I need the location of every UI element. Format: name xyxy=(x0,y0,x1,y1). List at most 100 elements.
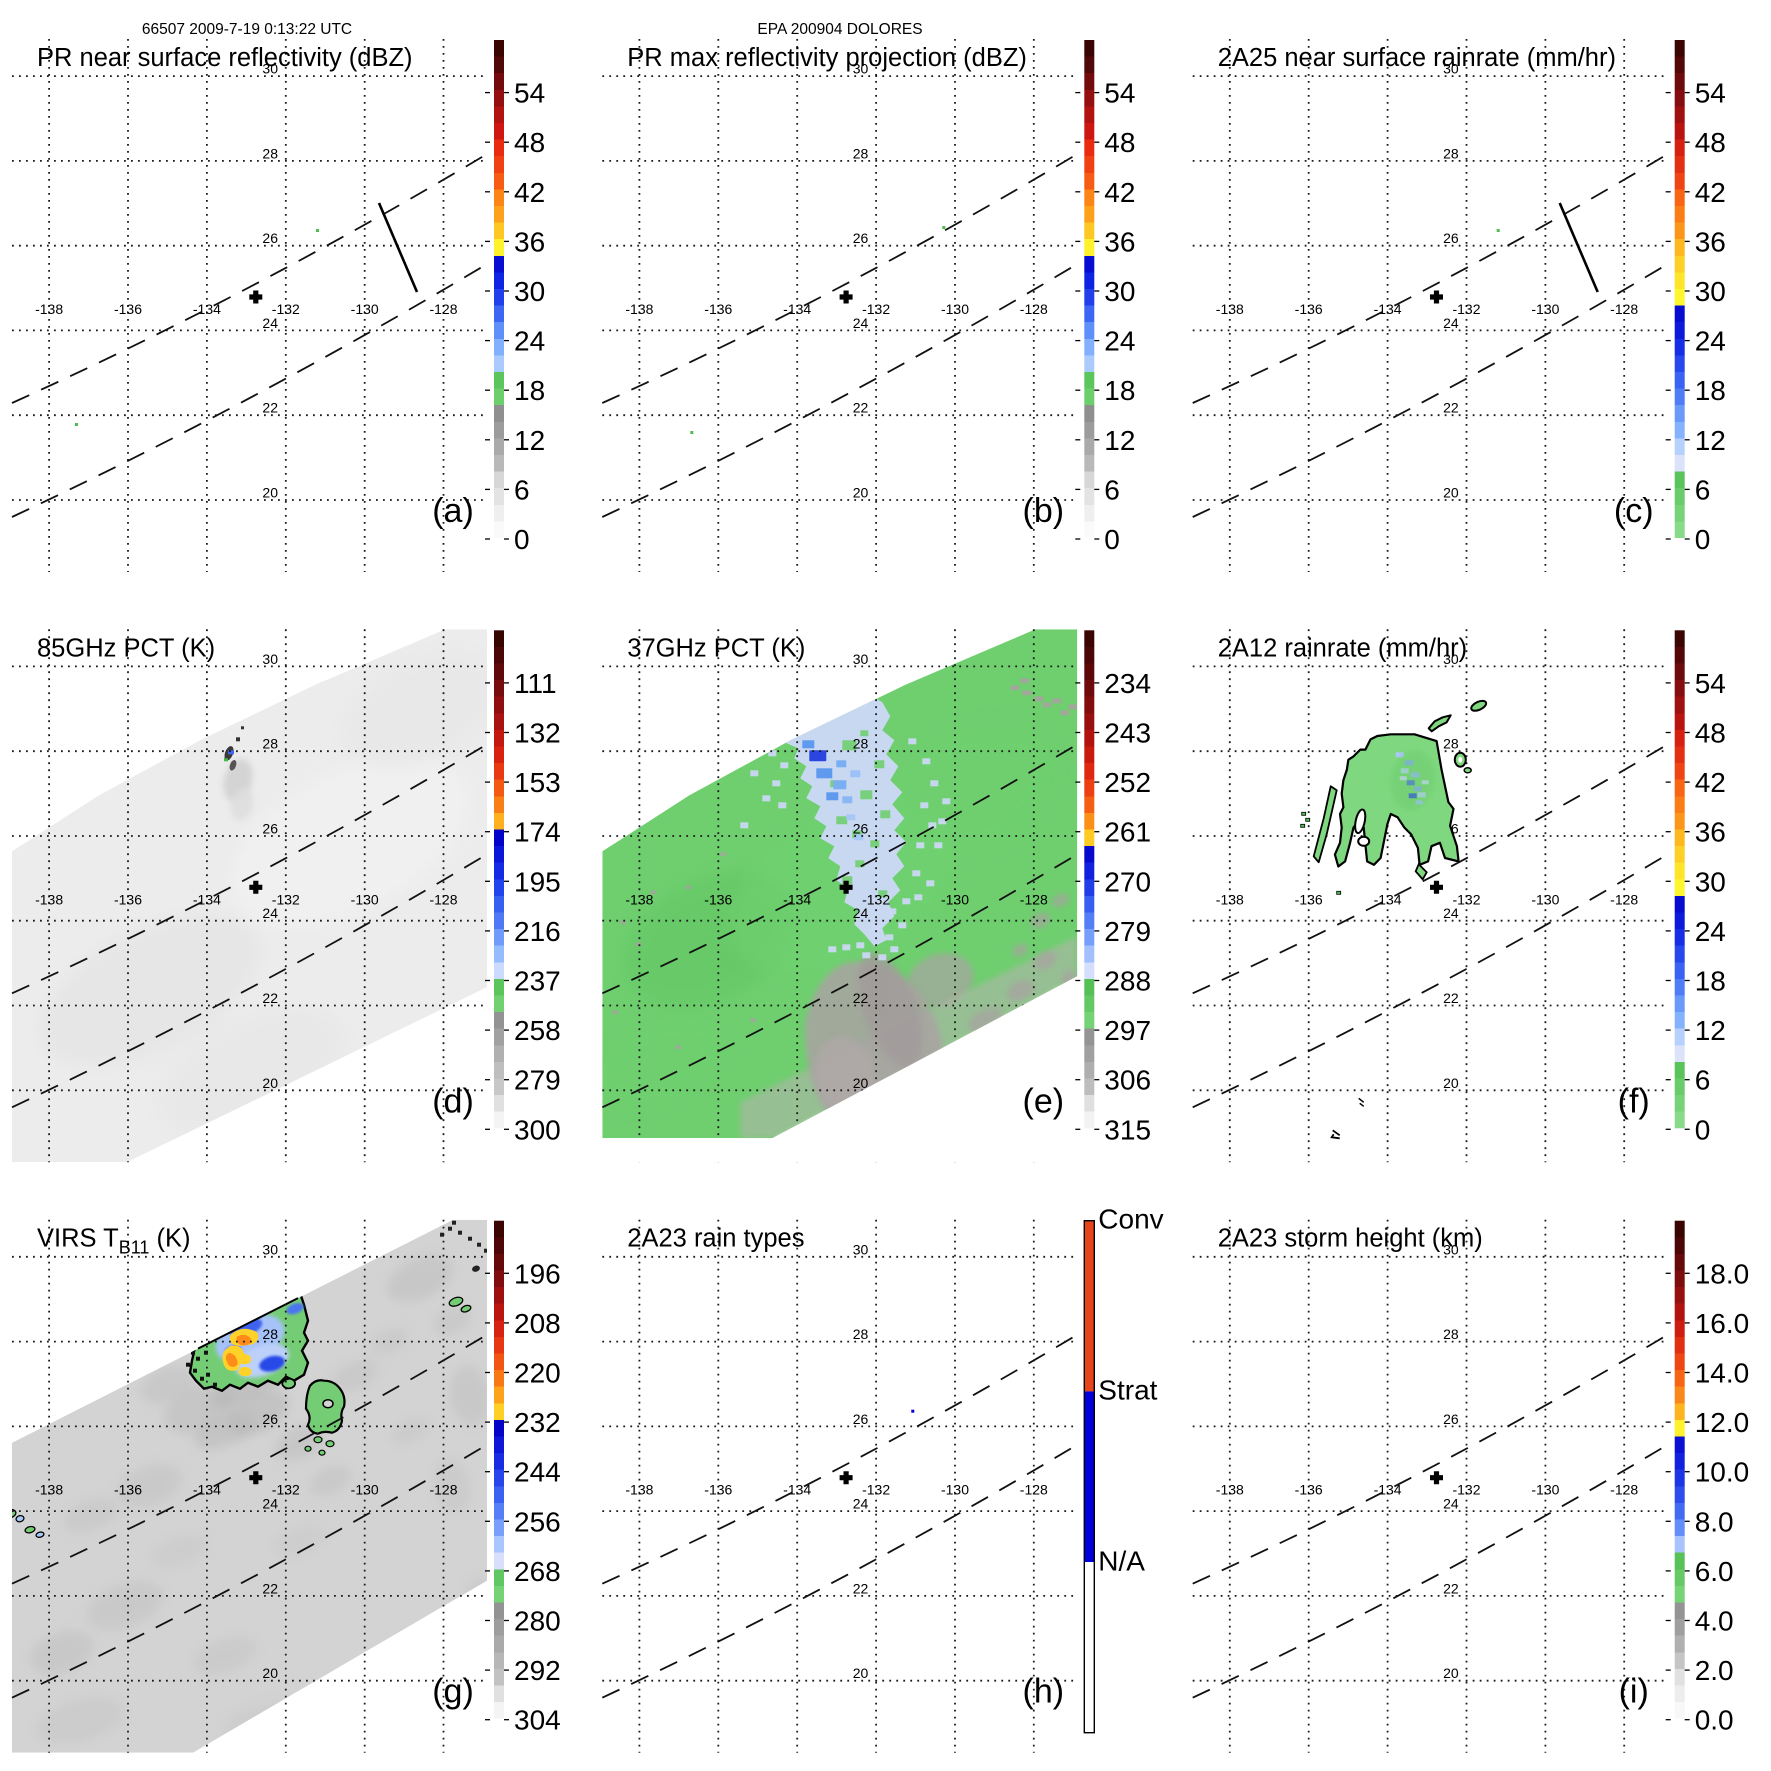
svg-text:258: 258 xyxy=(514,1015,561,1046)
svg-text:42: 42 xyxy=(1104,177,1135,208)
svg-text:(f): (f) xyxy=(1618,1082,1650,1120)
svg-text:24: 24 xyxy=(1695,916,1726,947)
svg-text:66507 2009-7-19 0:13:22 UTC: 66507 2009-7-19 0:13:22 UTC xyxy=(142,21,352,38)
svg-text:54: 54 xyxy=(514,78,545,109)
svg-text:6: 6 xyxy=(1695,474,1711,505)
svg-text:0: 0 xyxy=(1104,524,1120,555)
svg-text:2A25 near surface rainrate (mm: 2A25 near surface rainrate (mm/hr) xyxy=(1218,44,1616,72)
svg-text:12.0: 12.0 xyxy=(1695,1407,1750,1438)
svg-text:315: 315 xyxy=(1104,1114,1151,1145)
svg-text:237: 237 xyxy=(514,966,561,997)
svg-text:279: 279 xyxy=(514,1065,561,1096)
svg-text:2A12 rainrate (mm/hr): 2A12 rainrate (mm/hr) xyxy=(1218,634,1467,662)
svg-text:(i): (i) xyxy=(1619,1673,1649,1711)
svg-text:12: 12 xyxy=(1104,425,1135,456)
svg-text:30: 30 xyxy=(514,276,545,307)
svg-text:256: 256 xyxy=(514,1506,561,1537)
svg-text:(h): (h) xyxy=(1023,1673,1065,1711)
svg-text:174: 174 xyxy=(514,817,561,848)
svg-text:196: 196 xyxy=(514,1258,561,1289)
svg-text:297: 297 xyxy=(1104,1015,1151,1046)
svg-text:268: 268 xyxy=(514,1556,561,1587)
svg-text:6.0: 6.0 xyxy=(1695,1556,1734,1587)
svg-text:252: 252 xyxy=(1104,767,1151,798)
svg-text:Conv: Conv xyxy=(1098,1204,1163,1235)
svg-text:EPA 200904 DOLORES: EPA 200904 DOLORES xyxy=(757,21,922,38)
svg-text:12: 12 xyxy=(1695,1015,1726,1046)
svg-text:48: 48 xyxy=(514,127,545,158)
svg-text:(d): (d) xyxy=(432,1082,474,1120)
svg-text:6: 6 xyxy=(514,474,530,505)
svg-text:54: 54 xyxy=(1695,78,1726,109)
svg-text:VIRS TB11 (K): VIRS TB11 (K) xyxy=(37,1225,191,1258)
svg-text:18: 18 xyxy=(1104,375,1135,406)
svg-text:232: 232 xyxy=(514,1407,561,1438)
svg-text:36: 36 xyxy=(1104,226,1135,257)
svg-text:304: 304 xyxy=(514,1705,561,1736)
svg-text:2A23 storm height (km): 2A23 storm height (km) xyxy=(1218,1225,1483,1253)
svg-text:10.0: 10.0 xyxy=(1695,1457,1750,1488)
svg-text:0: 0 xyxy=(514,524,530,555)
svg-text:220: 220 xyxy=(514,1358,561,1389)
svg-text:PR near surface reflectivity (: PR near surface reflectivity (dBZ) xyxy=(37,44,413,72)
svg-text:195: 195 xyxy=(514,866,561,897)
svg-text:279: 279 xyxy=(1104,916,1151,947)
svg-text:111: 111 xyxy=(514,668,557,699)
svg-text:12: 12 xyxy=(1695,425,1726,456)
svg-text:37GHz PCT (K): 37GHz PCT (K) xyxy=(627,634,805,662)
svg-text:132: 132 xyxy=(514,718,561,749)
svg-text:18.0: 18.0 xyxy=(1695,1258,1750,1289)
svg-text:2.0: 2.0 xyxy=(1695,1655,1734,1686)
svg-text:30: 30 xyxy=(1695,866,1726,897)
svg-text:48: 48 xyxy=(1695,127,1726,158)
svg-text:(c): (c) xyxy=(1614,492,1654,530)
svg-text:Strat: Strat xyxy=(1098,1375,1157,1406)
svg-text:0: 0 xyxy=(1695,1114,1711,1145)
svg-text:280: 280 xyxy=(514,1606,561,1637)
svg-text:6: 6 xyxy=(1695,1065,1711,1096)
svg-text:54: 54 xyxy=(1104,78,1135,109)
svg-text:(e): (e) xyxy=(1023,1082,1065,1120)
svg-text:24: 24 xyxy=(514,326,545,357)
svg-text:306: 306 xyxy=(1104,1065,1151,1096)
svg-text:8.0: 8.0 xyxy=(1695,1506,1734,1537)
svg-text:48: 48 xyxy=(1104,127,1135,158)
svg-text:N/A: N/A xyxy=(1098,1546,1145,1577)
svg-text:24: 24 xyxy=(1695,326,1726,357)
svg-text:42: 42 xyxy=(514,177,545,208)
svg-text:36: 36 xyxy=(514,226,545,257)
svg-text:234: 234 xyxy=(1104,668,1151,699)
svg-text:243: 243 xyxy=(1104,718,1151,749)
svg-text:(b): (b) xyxy=(1023,492,1065,530)
svg-text:208: 208 xyxy=(514,1308,561,1339)
svg-text:292: 292 xyxy=(514,1655,561,1686)
svg-text:16.0: 16.0 xyxy=(1695,1308,1750,1339)
svg-text:PR max reflectivity projection: PR max reflectivity projection (dBZ) xyxy=(627,44,1027,72)
svg-text:244: 244 xyxy=(514,1457,561,1488)
svg-text:(a): (a) xyxy=(432,492,474,530)
svg-text:12: 12 xyxy=(514,425,545,456)
svg-text:0.0: 0.0 xyxy=(1695,1705,1734,1736)
svg-text:42: 42 xyxy=(1695,767,1726,798)
svg-text:288: 288 xyxy=(1104,966,1151,997)
svg-text:48: 48 xyxy=(1695,718,1726,749)
svg-text:261: 261 xyxy=(1104,817,1151,848)
svg-text:18: 18 xyxy=(514,375,545,406)
svg-text:30: 30 xyxy=(1104,276,1135,307)
svg-text:54: 54 xyxy=(1695,668,1726,699)
svg-text:4.0: 4.0 xyxy=(1695,1606,1734,1637)
svg-text:30: 30 xyxy=(1695,276,1726,307)
svg-text:36: 36 xyxy=(1695,226,1726,257)
svg-text:270: 270 xyxy=(1104,866,1151,897)
svg-text:36: 36 xyxy=(1695,817,1726,848)
svg-text:0: 0 xyxy=(1695,524,1711,555)
svg-text:6: 6 xyxy=(1104,474,1120,505)
svg-text:2A23 rain types: 2A23 rain types xyxy=(627,1225,804,1253)
svg-text:18: 18 xyxy=(1695,966,1726,997)
svg-text:153: 153 xyxy=(514,767,561,798)
svg-text:24: 24 xyxy=(1104,326,1135,357)
svg-text:216: 216 xyxy=(514,916,561,947)
svg-text:42: 42 xyxy=(1695,177,1726,208)
svg-text:300: 300 xyxy=(514,1114,561,1145)
svg-text:(g): (g) xyxy=(432,1673,474,1711)
